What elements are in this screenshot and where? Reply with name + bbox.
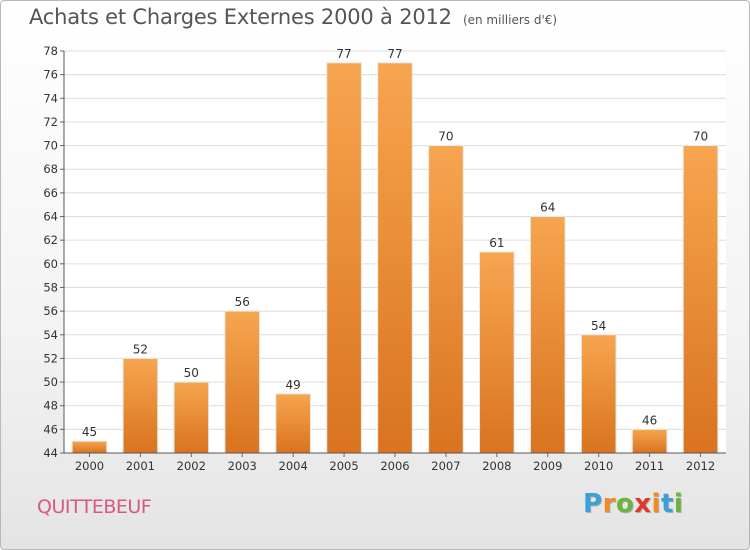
x-tick-label: 2001 xyxy=(126,459,155,473)
value-label: 54 xyxy=(591,319,606,333)
bar-2006 xyxy=(377,62,413,454)
y-tick-label: 58 xyxy=(43,280,58,294)
y-tick-label: 74 xyxy=(43,91,58,105)
bar-2011 xyxy=(631,428,668,454)
logo-letter: P xyxy=(583,489,603,519)
chart-subtitle: (en milliers d'€) xyxy=(462,13,558,27)
bar-2000 xyxy=(71,440,108,454)
value-label: 52 xyxy=(133,342,148,356)
bar-2010 xyxy=(580,334,617,454)
y-tick-label: 46 xyxy=(43,422,58,436)
logo-letter: o xyxy=(615,489,635,519)
logo-letter: r xyxy=(602,489,616,519)
title-row: Achats et Charges Externes 2000 à 2012 (… xyxy=(29,5,557,29)
x-tick-label: 2012 xyxy=(686,459,715,473)
value-label: 77 xyxy=(336,47,351,61)
value-label: 56 xyxy=(235,295,250,309)
logo-letter: t xyxy=(660,489,674,519)
x-tick-label: 2004 xyxy=(279,459,308,473)
x-tick-label: 2005 xyxy=(329,459,358,473)
x-tick-label: 2010 xyxy=(584,459,613,473)
y-tick-label: 54 xyxy=(43,328,58,342)
y-tick-label: 62 xyxy=(43,233,58,247)
bar-2012 xyxy=(682,145,719,454)
value-label: 45 xyxy=(82,425,97,439)
bar-2009 xyxy=(529,216,566,454)
bar-2002 xyxy=(173,381,210,454)
x-tick-label: 2007 xyxy=(431,459,460,473)
value-label: 70 xyxy=(693,130,708,144)
value-label: 77 xyxy=(387,47,402,61)
bar-2008 xyxy=(479,251,515,454)
value-label: 46 xyxy=(642,413,657,427)
x-tick-label: 2002 xyxy=(177,459,206,473)
y-tick-label: 66 xyxy=(43,186,58,200)
proxiti-logo: Proxiti xyxy=(583,489,683,519)
y-tick-label: 56 xyxy=(43,304,58,318)
x-tick-label: 2009 xyxy=(533,459,562,473)
y-tick-label: 68 xyxy=(43,162,58,176)
y-tick-label: 48 xyxy=(43,399,58,413)
y-tick-label: 78 xyxy=(43,44,58,58)
y-tick-label: 72 xyxy=(43,115,58,129)
chart-title: Achats et Charges Externes 2000 à 2012 xyxy=(29,5,452,29)
bar-2003 xyxy=(224,310,261,454)
y-tick-label: 52 xyxy=(43,351,58,365)
value-label: 49 xyxy=(286,378,301,392)
axes: 44 46 48 50 52 54 56 58 60 62 64 66 68 70 72 74 76 78 2000… xyxy=(43,44,726,473)
y-tick-label: 64 xyxy=(43,210,58,224)
y-tick-label: 44 xyxy=(43,446,58,460)
bar-2004 xyxy=(275,393,311,454)
bars: 45 52 50 56 49 77 77 70 61 64 54 46 70 xyxy=(71,47,719,454)
bar-2007 xyxy=(428,145,464,454)
bar-2005 xyxy=(326,62,362,454)
x-tick-label: 2003 xyxy=(228,459,257,473)
x-tick-label: 2000 xyxy=(75,459,104,473)
y-tick-label: 50 xyxy=(43,375,58,389)
value-label: 70 xyxy=(438,130,453,144)
bar-2001 xyxy=(122,357,159,454)
logo-letter: i xyxy=(673,489,684,519)
y-tick-label: 70 xyxy=(43,139,58,153)
logo-letter: i xyxy=(651,489,661,519)
logo-letter: x xyxy=(634,489,652,519)
y-tick-label: 76 xyxy=(43,68,58,82)
value-label: 50 xyxy=(184,366,199,380)
x-tick-label: 2008 xyxy=(482,459,511,473)
y-tick-label: 60 xyxy=(43,257,58,271)
value-label: 61 xyxy=(489,236,504,250)
place-name: QUITTEBEUF xyxy=(37,496,152,518)
x-tick-label: 2006 xyxy=(380,459,409,473)
value-label: 64 xyxy=(540,201,555,215)
x-tick-label: 2011 xyxy=(635,459,664,473)
